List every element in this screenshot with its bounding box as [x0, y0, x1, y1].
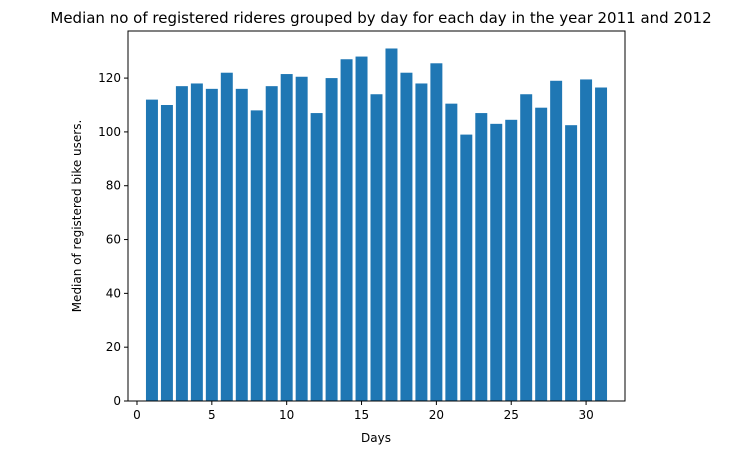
bar-day-21: [445, 103, 458, 402]
y-tick-label: 60: [106, 233, 121, 247]
plot-frame: [127, 30, 626, 402]
bar-day-23: [475, 113, 488, 401]
bar-day-7: [235, 88, 248, 401]
x-axis-ticks: 0 5 10 15 20 25 30: [133, 401, 594, 422]
y-tick-label: 40: [106, 286, 121, 300]
bar-day-5: [205, 88, 218, 401]
y-tick-label: 80: [106, 179, 121, 193]
bar-day-31: [595, 87, 608, 401]
bar-day-19: [415, 83, 428, 401]
x-axis-label: Days: [361, 431, 391, 445]
bar-day-8: [250, 110, 263, 401]
bar-day-26: [520, 94, 533, 402]
bar-day-14: [340, 59, 353, 401]
bar-day-16: [370, 94, 383, 402]
y-tick-label: 20: [106, 340, 121, 354]
bar-day-13: [325, 78, 338, 401]
x-tick-label: 0: [133, 408, 141, 422]
y-axis-ticks: 0 20 40 60 80 100 120: [98, 71, 128, 408]
y-axis-label: Median of registered bike users.: [70, 120, 84, 313]
y-tick-label: 120: [98, 71, 121, 85]
bar-day-4: [190, 83, 203, 401]
x-tick-label: 5: [208, 408, 216, 422]
bar-day-1: [145, 99, 158, 402]
bar-day-15: [355, 56, 368, 402]
bar-day-29: [565, 125, 578, 402]
bar-day-9: [265, 86, 278, 401]
bar-day-17: [385, 48, 398, 402]
bar-day-27: [535, 107, 548, 401]
x-tick-label: 25: [504, 408, 519, 422]
x-tick-label: 30: [578, 408, 593, 422]
y-tick-label: 0: [113, 394, 121, 408]
y-tick-label: 100: [98, 125, 121, 139]
x-tick-label: 10: [279, 408, 294, 422]
x-tick-label: 20: [429, 408, 444, 422]
bar-day-11: [295, 76, 308, 401]
bar-day-6: [220, 72, 233, 402]
bar-day-25: [505, 119, 518, 402]
bar-day-28: [550, 80, 563, 401]
bar-day-3: [175, 86, 188, 401]
bar-day-2: [160, 105, 173, 401]
bar-day-20: [430, 63, 443, 401]
bar-day-22: [460, 134, 473, 401]
x-tick-label: 15: [354, 408, 369, 422]
bars-group: [145, 48, 608, 402]
bar-day-12: [310, 113, 323, 401]
bar-day-30: [580, 79, 593, 401]
bar-day-18: [400, 72, 413, 402]
chart-title: Median no of registered rideres grouped …: [50, 9, 711, 27]
bar-day-10: [280, 74, 293, 402]
bar-day-24: [490, 123, 503, 401]
